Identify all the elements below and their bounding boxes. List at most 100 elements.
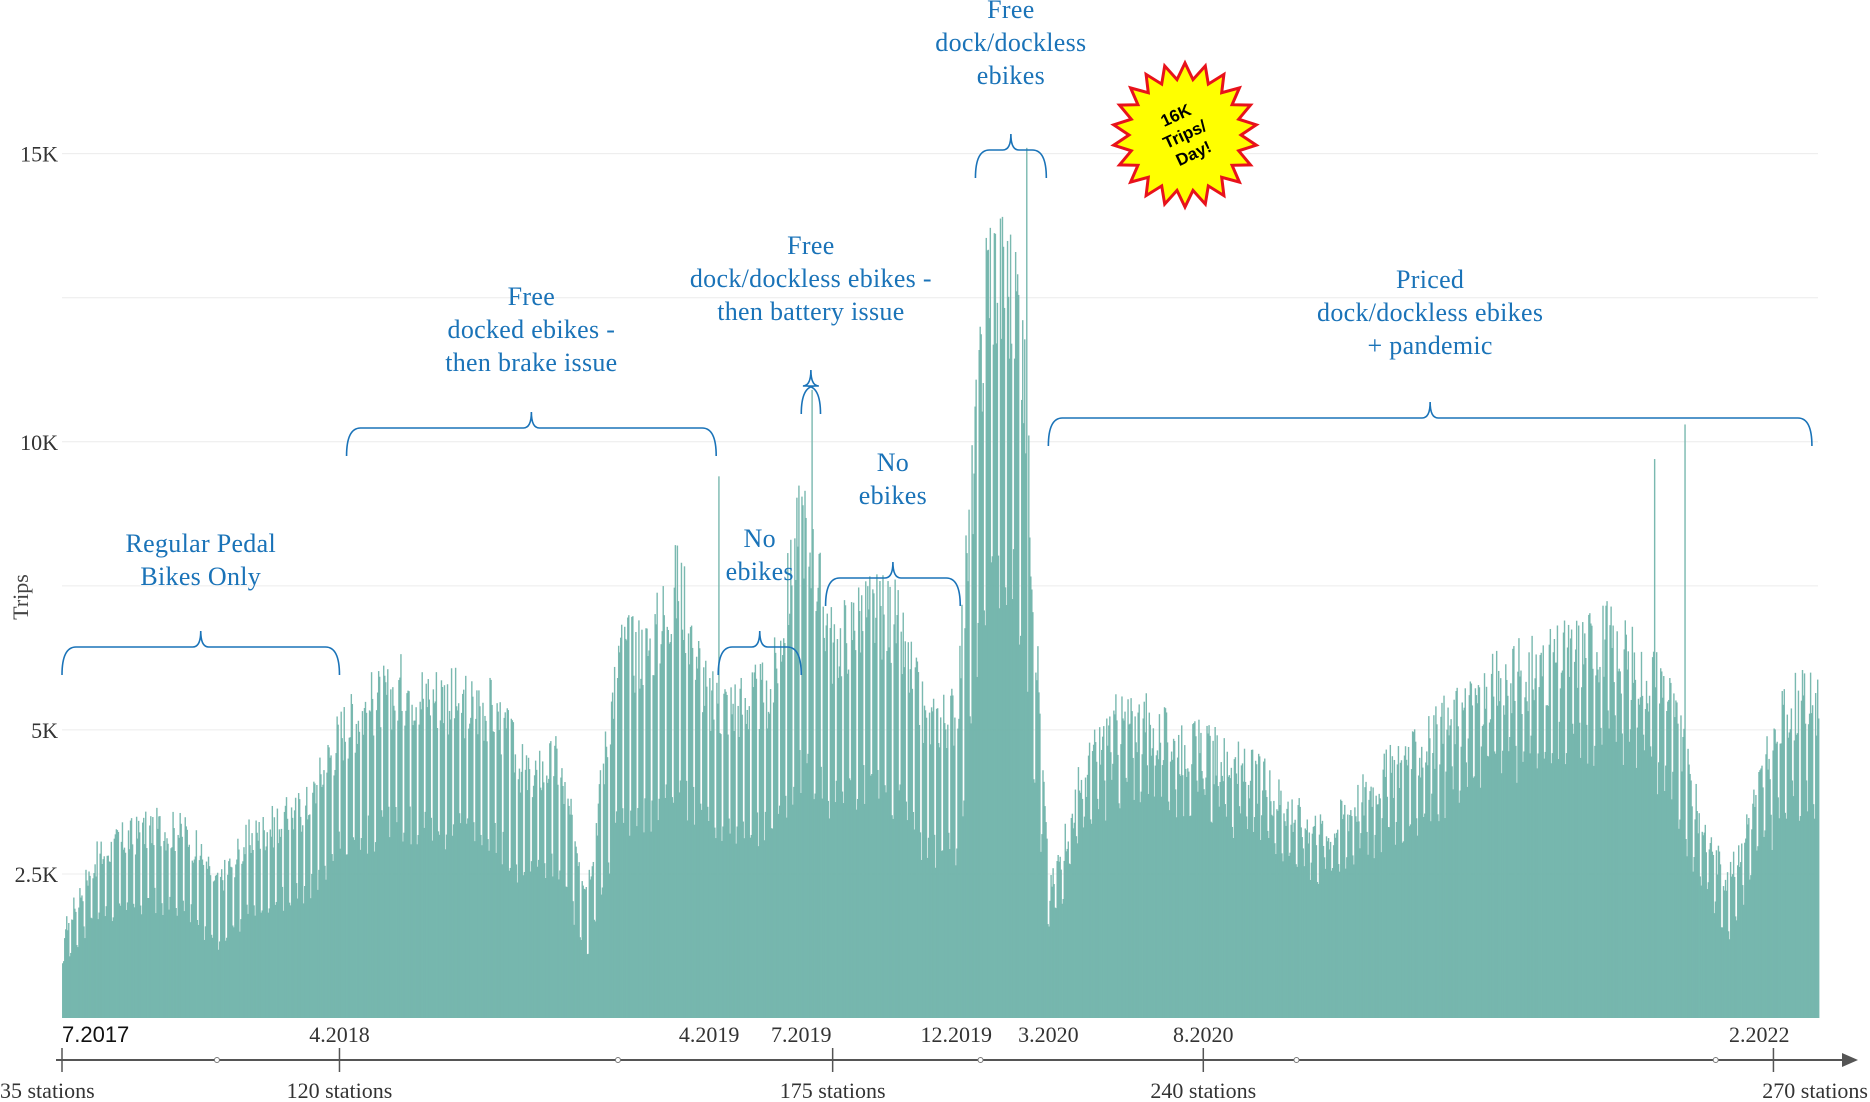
bar xyxy=(715,838,717,1018)
bar xyxy=(717,703,719,1018)
bar xyxy=(1101,749,1103,1018)
bar xyxy=(1393,759,1396,1018)
bar xyxy=(443,685,446,1018)
bar xyxy=(86,880,88,1018)
bar xyxy=(865,581,867,1018)
bar xyxy=(552,876,554,1018)
bar xyxy=(1777,797,1779,1018)
bar xyxy=(62,963,64,1018)
bar xyxy=(1645,680,1648,1018)
bar xyxy=(604,731,607,1018)
bar xyxy=(900,631,902,1018)
bar xyxy=(1459,790,1461,1018)
bar xyxy=(840,676,843,1018)
bar xyxy=(531,797,534,1018)
bar xyxy=(1491,653,1494,1018)
bar xyxy=(1714,901,1717,1018)
bar xyxy=(1031,589,1033,1018)
bar xyxy=(805,517,807,1018)
bar xyxy=(1546,705,1549,1018)
bar xyxy=(866,617,868,1018)
bar xyxy=(1292,831,1294,1018)
bar xyxy=(896,615,898,1018)
bar xyxy=(872,589,874,1018)
bar xyxy=(619,637,622,1018)
bar xyxy=(251,833,253,1018)
bar xyxy=(1193,722,1195,1018)
bar xyxy=(518,768,521,1018)
bar xyxy=(1790,708,1793,1018)
bar xyxy=(1169,761,1172,1018)
bar xyxy=(290,807,293,1018)
bar xyxy=(1354,807,1356,1018)
bar xyxy=(88,871,90,1018)
bar xyxy=(1274,843,1276,1018)
bar xyxy=(330,755,332,1018)
bar xyxy=(831,683,834,1018)
bar xyxy=(1356,821,1358,1018)
bar xyxy=(1384,776,1386,1018)
bar xyxy=(1376,804,1378,1018)
bar xyxy=(655,624,657,1018)
bar xyxy=(589,879,592,1018)
bar xyxy=(1761,765,1763,1018)
bar xyxy=(1051,886,1053,1018)
bar xyxy=(1559,688,1562,1018)
bar xyxy=(294,797,297,1018)
bar xyxy=(1543,758,1545,1018)
bar xyxy=(1111,779,1113,1018)
bar xyxy=(1493,751,1496,1018)
bar xyxy=(1375,795,1377,1018)
bar xyxy=(557,784,559,1018)
bar xyxy=(323,770,325,1018)
bar xyxy=(1618,668,1620,1018)
bar xyxy=(447,734,450,1018)
bar xyxy=(269,829,272,1018)
bar xyxy=(1159,742,1162,1018)
bar xyxy=(373,851,376,1018)
annotation-text: dock/dockless ebikes - xyxy=(690,264,932,293)
bar xyxy=(718,476,720,1018)
bar xyxy=(830,607,833,1018)
bar xyxy=(128,849,131,1018)
bar xyxy=(526,790,529,1018)
bar xyxy=(695,656,698,1018)
bar xyxy=(165,850,167,1018)
bar xyxy=(1547,705,1550,1018)
bar xyxy=(1289,852,1291,1018)
bar xyxy=(1814,693,1817,1018)
bar xyxy=(1474,688,1477,1018)
bar xyxy=(1123,720,1125,1018)
bar xyxy=(1739,866,1741,1018)
bar xyxy=(398,680,400,1018)
bar xyxy=(930,707,933,1018)
bar xyxy=(180,823,182,1018)
bar xyxy=(921,681,924,1018)
bar xyxy=(78,907,80,1018)
bar xyxy=(868,609,870,1018)
bar xyxy=(1622,764,1624,1018)
bar xyxy=(223,890,225,1018)
bar xyxy=(1461,702,1463,1018)
bar xyxy=(1230,767,1233,1018)
bar xyxy=(1106,718,1108,1018)
bar xyxy=(72,919,74,1018)
bar xyxy=(1241,763,1244,1018)
bar xyxy=(396,822,398,1018)
bar xyxy=(1195,736,1197,1018)
bar xyxy=(1083,816,1086,1018)
bar xyxy=(1399,762,1402,1018)
bar xyxy=(286,818,289,1018)
bar xyxy=(1016,274,1019,1018)
bar xyxy=(1239,813,1242,1018)
bar xyxy=(1191,764,1193,1018)
bar xyxy=(993,233,996,1018)
bar xyxy=(1487,756,1490,1018)
bar xyxy=(696,668,699,1018)
bar xyxy=(1035,672,1037,1018)
bar xyxy=(491,704,493,1018)
bar xyxy=(1128,724,1130,1018)
bar xyxy=(1611,647,1613,1018)
